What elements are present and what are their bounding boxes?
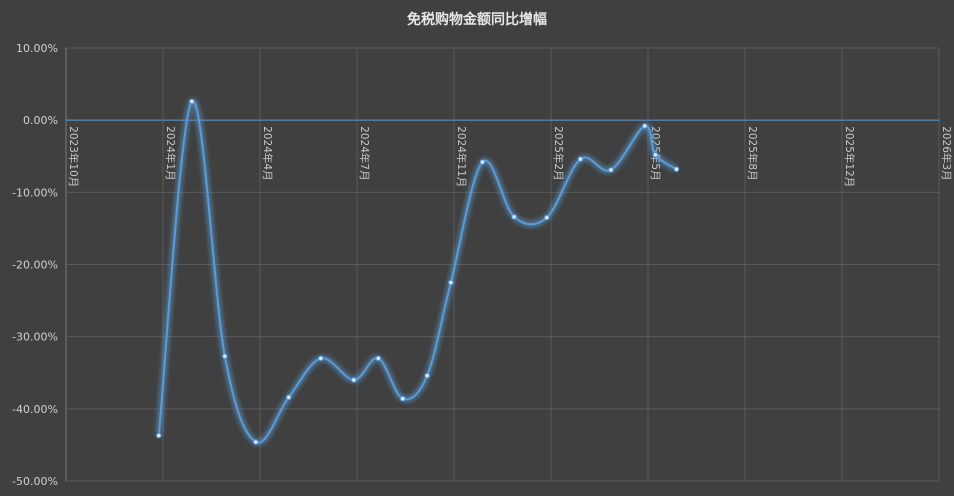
data-point	[156, 432, 162, 439]
x-tick-labels: 2023年10月 2024年1月 2024年4月 2024年7月 2024年11月 202…	[67, 126, 953, 187]
data-point	[189, 98, 195, 105]
data-point	[400, 396, 406, 402]
y-tick-label: 0.00%	[23, 114, 58, 127]
x-tick-label: 2023年10月	[67, 126, 80, 187]
data-point	[642, 123, 648, 129]
x-tick-label: 2024年7月	[358, 126, 371, 180]
chart-title: 免税购物金额同比增幅	[407, 11, 547, 28]
data-point	[577, 156, 584, 162]
data-point	[318, 355, 324, 362]
data-point	[652, 152, 659, 158]
series-line	[157, 100, 678, 444]
data-point	[673, 166, 680, 172]
data-point	[479, 159, 486, 165]
y-tick-label: -40.00%	[12, 403, 58, 416]
series-layer	[156, 98, 680, 445]
y-tick-label: -20.00%	[12, 259, 58, 272]
data-point	[222, 353, 228, 359]
data-point	[424, 372, 430, 379]
x-tick-label: 2025年2月	[552, 126, 565, 180]
y-tick-label: -50.00%	[12, 475, 58, 488]
y-tick-label: 10.00%	[16, 42, 58, 55]
data-point	[544, 214, 550, 221]
data-point	[286, 394, 292, 400]
data-point	[448, 279, 454, 286]
data-point	[375, 355, 381, 362]
x-tick-label: 2025年8月	[746, 126, 759, 180]
x-tick-label: 2025年12月	[843, 126, 856, 187]
data-point	[511, 214, 517, 220]
data-point	[608, 167, 614, 173]
x-tick-label: 2024年11月	[455, 126, 468, 187]
data-point	[351, 377, 357, 383]
x-tick-label: 2024年4月	[261, 126, 274, 180]
x-tick-label: 2024年1月	[164, 126, 177, 180]
data-point	[253, 439, 259, 445]
y-tick-label: -30.00%	[12, 331, 58, 344]
y-tick-label: -10.00%	[12, 186, 58, 199]
y-tick-labels: 10.00% 0.00% -10.00% -20.00% -30.00% -40.00% -…	[12, 42, 58, 488]
x-tick-label: 2026年3月	[940, 126, 953, 180]
gridlines	[65, 47, 940, 482]
